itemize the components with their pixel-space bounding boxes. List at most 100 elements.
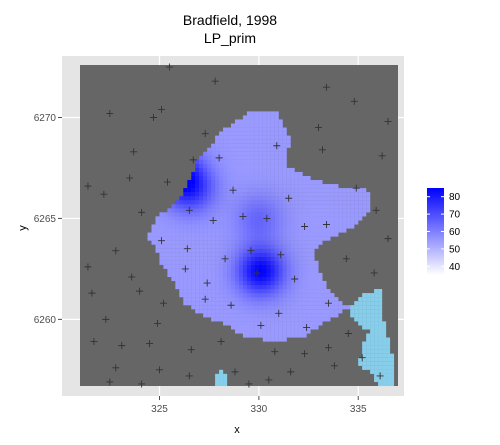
raster-cell — [366, 208, 371, 213]
raster-cell — [270, 143, 275, 148]
raster-cell — [246, 280, 251, 286]
raster-cell — [330, 188, 335, 193]
raster-cell — [215, 236, 220, 241]
raster-cell — [294, 212, 299, 217]
raster-cell — [231, 285, 236, 290]
raster-cell — [266, 264, 271, 269]
raster-cell — [250, 208, 255, 213]
raster-cell — [330, 305, 335, 310]
raster-cell — [382, 361, 387, 366]
raster-cell — [203, 212, 208, 217]
sample-point — [112, 247, 120, 255]
raster-cell — [366, 297, 371, 302]
raster-cell — [290, 200, 295, 205]
raster-cell — [227, 192, 232, 197]
raster-cell — [238, 297, 244, 302]
raster-cell — [278, 204, 283, 209]
raster-cell — [231, 131, 236, 136]
raster-cell — [246, 163, 251, 169]
raster-cell — [358, 192, 363, 197]
raster-cell — [227, 184, 232, 189]
sample-point — [211, 77, 219, 85]
raster-cell — [318, 276, 323, 282]
raster-cell — [223, 381, 228, 387]
raster-cell — [199, 301, 204, 306]
raster-cell — [207, 232, 212, 237]
raster-cell — [175, 256, 180, 261]
raster-cell — [266, 232, 271, 237]
raster-cell — [326, 188, 331, 193]
sample-point — [138, 208, 146, 216]
raster-cell — [203, 236, 208, 241]
raster-cell — [306, 196, 311, 201]
raster-cell — [270, 232, 275, 237]
raster-cell — [246, 285, 251, 290]
raster-cell — [211, 248, 216, 253]
sample-point — [102, 315, 110, 323]
raster-cell — [318, 196, 323, 201]
raster-cell — [302, 184, 307, 189]
raster-cell — [231, 123, 236, 128]
raster-cell — [215, 135, 220, 140]
raster-cell — [318, 289, 323, 294]
raster-cell — [318, 200, 323, 205]
raster-cell — [266, 240, 271, 245]
raster-cell — [286, 264, 291, 269]
raster-cell — [306, 204, 311, 209]
raster-cell — [238, 276, 244, 282]
raster-cell — [274, 228, 279, 233]
raster-cell — [274, 171, 279, 177]
raster-cell — [306, 240, 311, 245]
raster-cell — [227, 167, 232, 173]
sample-point — [324, 299, 332, 307]
raster-cell — [266, 163, 271, 169]
raster-cell — [270, 147, 275, 152]
sample-point — [201, 130, 209, 138]
raster-cell — [346, 224, 351, 229]
raster-cell — [234, 285, 240, 290]
raster-cell — [262, 167, 267, 173]
raster-cell — [270, 244, 275, 249]
raster-cell — [338, 188, 343, 193]
raster-cell — [278, 139, 283, 144]
raster-cell — [183, 212, 188, 217]
raster-cell — [234, 228, 240, 233]
raster-cell — [195, 184, 200, 189]
raster-cell — [318, 212, 323, 217]
sample-point — [165, 63, 173, 71]
raster-cell — [270, 256, 275, 261]
raster-cell — [183, 248, 188, 253]
raster-cell — [282, 313, 287, 318]
raster-cell — [338, 305, 343, 310]
raster-cell — [298, 297, 303, 302]
raster-cell — [306, 252, 311, 257]
raster-cell — [207, 208, 212, 213]
raster-cell — [191, 260, 196, 265]
raster-cell — [366, 200, 371, 205]
raster-cell — [298, 216, 303, 221]
raster-cell — [195, 208, 200, 213]
raster-cell — [278, 280, 283, 286]
raster-cell — [258, 244, 263, 249]
raster-cell — [370, 337, 375, 342]
raster-cell — [234, 313, 240, 318]
raster-cell — [382, 377, 387, 383]
raster-cell — [242, 276, 247, 282]
raster-cell — [318, 228, 323, 233]
raster-cell — [242, 147, 247, 152]
raster-cell — [223, 240, 228, 245]
raster-cell — [223, 321, 228, 326]
raster-cell — [302, 305, 307, 310]
raster-cell — [199, 252, 204, 257]
raster-cell — [242, 236, 247, 241]
raster-cell — [278, 220, 283, 225]
raster-cell — [298, 184, 303, 189]
raster-cell — [318, 272, 323, 278]
raster-cell — [314, 184, 319, 189]
raster-cell — [350, 220, 355, 225]
raster-cell — [227, 260, 232, 265]
raster-cell — [282, 139, 287, 144]
raster-cell — [294, 208, 299, 213]
raster-cell — [227, 317, 232, 322]
raster-cell — [234, 196, 240, 201]
